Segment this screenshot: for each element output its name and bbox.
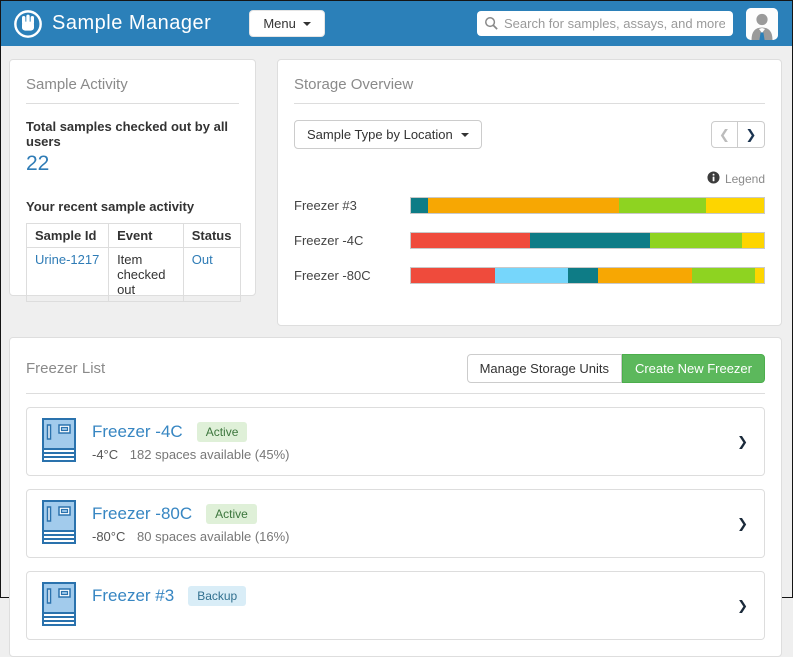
divider bbox=[26, 393, 765, 394]
freezer-availability: 80 spaces available (16%) bbox=[137, 528, 290, 544]
status-link[interactable]: Out bbox=[182, 247, 242, 302]
divider bbox=[294, 103, 765, 104]
stacked-bar-chart: Freezer #3 Freezer -4C Freezer -80C bbox=[294, 197, 765, 284]
recent-activity-label: Your recent sample activity bbox=[26, 199, 195, 214]
chevron-down-icon bbox=[460, 132, 469, 137]
freezer-card-minus80[interactable]: Freezer -80C Active -80°C 80 spaces avai… bbox=[26, 489, 765, 558]
column-header-sample-id: Sample Id bbox=[25, 223, 110, 248]
bar-segment-lime[interactable] bbox=[649, 233, 743, 248]
view-selector-label: Sample Type by Location bbox=[307, 127, 453, 142]
user-avatar[interactable] bbox=[746, 7, 778, 40]
bar-segment-teal[interactable] bbox=[411, 198, 428, 213]
sample-activity-panel: Sample Activity Total samples checked ou… bbox=[9, 59, 256, 302]
table-header-row: Sample Id Event Status bbox=[25, 223, 242, 248]
storage-overview-panel: Storage Overview Sample Type by Location… bbox=[277, 59, 782, 326]
bar-segment-yellow[interactable] bbox=[755, 268, 764, 283]
bar-segment-teal[interactable] bbox=[567, 268, 599, 283]
status-badge: Active bbox=[196, 421, 248, 442]
storage-bar-row: Freezer #3 bbox=[294, 197, 765, 214]
event-cell: Item checked out bbox=[108, 247, 184, 302]
info-icon bbox=[707, 171, 720, 187]
divider bbox=[26, 103, 239, 104]
bar-segment-teal[interactable] bbox=[529, 233, 650, 248]
freezer-card-number3[interactable]: Freezer #3 Backup ❯ bbox=[26, 571, 765, 640]
sample-activity-title: Sample Activity bbox=[26, 76, 128, 93]
storage-bar-row: Freezer -80C bbox=[294, 267, 765, 284]
freezer-name-link[interactable]: Freezer #3 bbox=[92, 585, 175, 605]
table-row: Urine-1217 Item checked out Out bbox=[25, 247, 242, 302]
storage-overview-title: Storage Overview bbox=[294, 76, 414, 93]
create-new-freezer-button[interactable]: Create New Freezer bbox=[621, 354, 765, 383]
bar-segment-amber[interactable] bbox=[427, 198, 619, 213]
previous-page-button[interactable]: ❮ bbox=[711, 121, 738, 148]
column-header-event: Event bbox=[108, 223, 184, 248]
freezer-list-panel: Freezer List Manage Storage Units Create… bbox=[9, 337, 782, 657]
freezer-name-link[interactable]: Freezer -4C bbox=[92, 421, 183, 441]
manage-storage-units-button[interactable]: Manage Storage Units bbox=[466, 354, 622, 383]
freezer-icon bbox=[42, 500, 76, 547]
bar-segment-lime[interactable] bbox=[691, 268, 756, 283]
bar-segment-yellow[interactable] bbox=[742, 233, 764, 248]
freezer-list-title: Freezer List bbox=[26, 360, 106, 377]
total-checked-out-label: Total samples checked out by all users bbox=[26, 119, 229, 149]
storage-bar-label: Freezer #3 bbox=[294, 198, 357, 213]
chevron-right-icon[interactable]: ❯ bbox=[737, 597, 748, 613]
bar-segment-red[interactable] bbox=[411, 268, 496, 283]
legend-label: Legend bbox=[724, 172, 765, 186]
freezer-list-actions: Manage Storage Units Create New Freezer bbox=[466, 354, 765, 383]
column-header-status: Status bbox=[182, 223, 242, 248]
freezer-availability: 182 spaces available (45%) bbox=[129, 446, 290, 462]
storage-bar-label: Freezer -80C bbox=[294, 268, 371, 283]
status-badge: Active bbox=[206, 503, 257, 524]
app-title: Sample Manager bbox=[52, 12, 212, 34]
search-input[interactable] bbox=[477, 11, 733, 36]
chart-pager: ❮ ❯ bbox=[711, 121, 765, 148]
chevron-right-icon[interactable]: ❯ bbox=[737, 515, 748, 531]
app-header: Sample Manager Menu bbox=[1, 1, 792, 46]
freezer-temperature: -4°C bbox=[92, 446, 119, 462]
search-container bbox=[477, 11, 733, 36]
status-badge: Backup bbox=[188, 585, 247, 606]
search-icon bbox=[484, 16, 499, 34]
next-page-button[interactable]: ❯ bbox=[738, 121, 765, 148]
stacked-bar[interactable] bbox=[410, 232, 765, 249]
storage-bar-row: Freezer -4C bbox=[294, 232, 765, 249]
sample-id-link[interactable]: Urine-1217 bbox=[25, 247, 110, 302]
bar-segment-amber[interactable] bbox=[598, 268, 692, 283]
bar-segment-lime[interactable] bbox=[618, 198, 706, 213]
view-selector-dropdown[interactable]: Sample Type by Location bbox=[294, 120, 482, 149]
chevron-down-icon bbox=[302, 21, 311, 26]
recent-activity-table: Sample Id Event Status Urine-1217 Item c… bbox=[25, 223, 242, 302]
bar-segment-yellow[interactable] bbox=[705, 198, 764, 213]
stacked-bar[interactable] bbox=[410, 267, 765, 284]
total-checked-out-value: 22 bbox=[26, 152, 50, 175]
legend-toggle[interactable]: Legend bbox=[294, 171, 765, 187]
page-body: Sample Activity Total samples checked ou… bbox=[1, 46, 792, 657]
bar-segment-sky[interactable] bbox=[495, 268, 568, 283]
freezer-card-minus4[interactable]: Freezer -4C Active -4°C 182 spaces avail… bbox=[26, 407, 765, 476]
freezer-icon bbox=[42, 418, 76, 465]
app-logo-icon bbox=[13, 9, 43, 39]
stacked-bar[interactable] bbox=[410, 197, 765, 214]
freezer-name-link[interactable]: Freezer -80C bbox=[92, 503, 193, 523]
menu-button-label: Menu bbox=[263, 16, 296, 31]
freezer-icon bbox=[42, 582, 76, 629]
bar-segment-red[interactable] bbox=[411, 233, 530, 248]
menu-button[interactable]: Menu bbox=[249, 10, 325, 37]
storage-bar-label: Freezer -4C bbox=[294, 233, 364, 248]
freezer-temperature: -80°C bbox=[92, 528, 126, 544]
chevron-right-icon[interactable]: ❯ bbox=[737, 433, 748, 449]
